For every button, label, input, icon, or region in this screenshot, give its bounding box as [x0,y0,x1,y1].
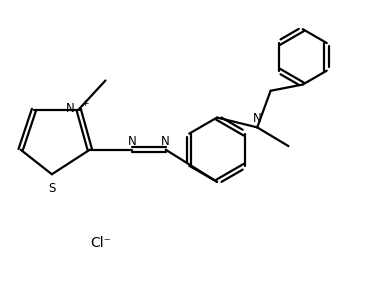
Text: N: N [65,102,74,115]
Text: +: + [81,99,89,108]
Text: N: N [161,135,170,148]
Text: S: S [48,182,55,195]
Text: N: N [128,135,137,148]
Text: N: N [253,112,261,125]
Text: Cl⁻: Cl⁻ [90,237,112,251]
